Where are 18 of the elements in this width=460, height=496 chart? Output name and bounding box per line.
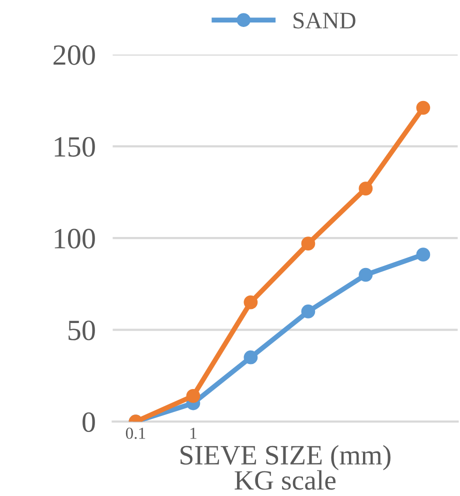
y-tick-label: 200	[54, 45, 95, 65]
x-tick-label: 0.1	[126, 428, 146, 439]
x-tick-label: 1	[190, 428, 196, 439]
point	[244, 295, 258, 310]
point	[186, 388, 200, 403]
x-axis-title: SIEVE SIZE (mm) KG scale	[180, 445, 390, 490]
y-tick-label: 50	[68, 320, 95, 340]
legend-label: SAND	[294, 12, 356, 29]
point	[244, 350, 258, 364]
point	[416, 248, 430, 262]
y-tick-label: 100	[54, 228, 95, 248]
point	[358, 268, 373, 282]
point	[301, 304, 316, 318]
point	[358, 182, 373, 196]
point	[416, 100, 430, 115]
y-tick-label: 150	[54, 137, 95, 157]
y-tick-label: 0	[82, 412, 95, 432]
point	[301, 236, 316, 251]
